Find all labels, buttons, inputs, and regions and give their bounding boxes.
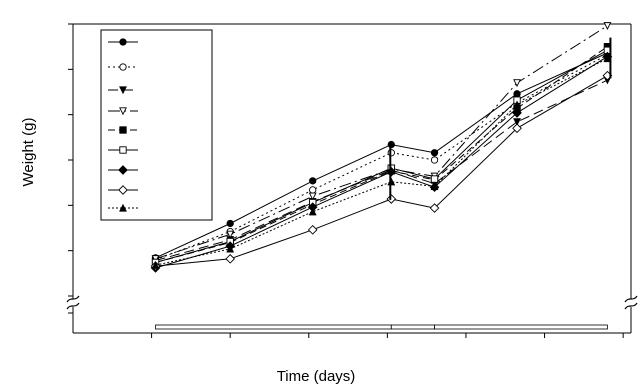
data-point-t7 — [307, 224, 318, 235]
data-point-t8 — [151, 260, 160, 269]
legend-marker — [119, 63, 127, 71]
legend — [100, 29, 213, 221]
data-point-t1 — [430, 156, 439, 164]
data-point-t1 — [309, 186, 317, 194]
axes — [66, 23, 638, 338]
data-point-control — [430, 149, 439, 157]
x-axis-title: Time (days) — [277, 368, 356, 385]
legend-marker — [119, 146, 127, 154]
y-axis-break-mark-bottom — [66, 302, 80, 310]
y-axis-title: Weight (g) — [20, 118, 37, 187]
data-point-t3 — [603, 22, 612, 31]
legend-marker — [119, 38, 127, 46]
data-point-t2 — [513, 118, 521, 127]
data-point-t8 — [430, 182, 439, 190]
data-point-t3 — [308, 192, 317, 201]
data-point-control — [513, 90, 521, 98]
right-break-mark-bottom — [624, 302, 638, 310]
data-point-t7 — [225, 253, 236, 264]
data-point-t8 — [603, 54, 612, 63]
data-point-t3 — [513, 79, 521, 88]
legend-marker — [119, 107, 127, 116]
period-bar — [390, 324, 435, 330]
data-point-control — [309, 177, 317, 185]
legend-marker — [119, 203, 127, 212]
data-point-t5 — [430, 175, 439, 183]
legend-marker — [118, 165, 128, 175]
significance-group — [389, 37, 612, 200]
data-point-t7 — [512, 123, 522, 134]
legend-marker — [119, 126, 127, 134]
data-point-t7 — [429, 203, 440, 213]
data-point-t8 — [513, 100, 521, 109]
data-point-t6 — [512, 108, 522, 118]
period-bar — [434, 324, 608, 330]
legend-box — [100, 29, 213, 221]
series-group — [150, 22, 613, 273]
legend-marker — [118, 185, 128, 195]
y-axis-break-mark-top — [66, 295, 80, 303]
period-bar — [155, 324, 392, 330]
data-point-t3 — [226, 230, 235, 239]
data-point-t8 — [226, 244, 235, 253]
data-point-t8 — [308, 207, 317, 216]
right-break-mark-top — [624, 295, 638, 303]
series-t7 — [150, 70, 613, 271]
periods — [155, 324, 608, 330]
legend-marker — [119, 86, 127, 95]
data-point-control — [226, 219, 234, 228]
